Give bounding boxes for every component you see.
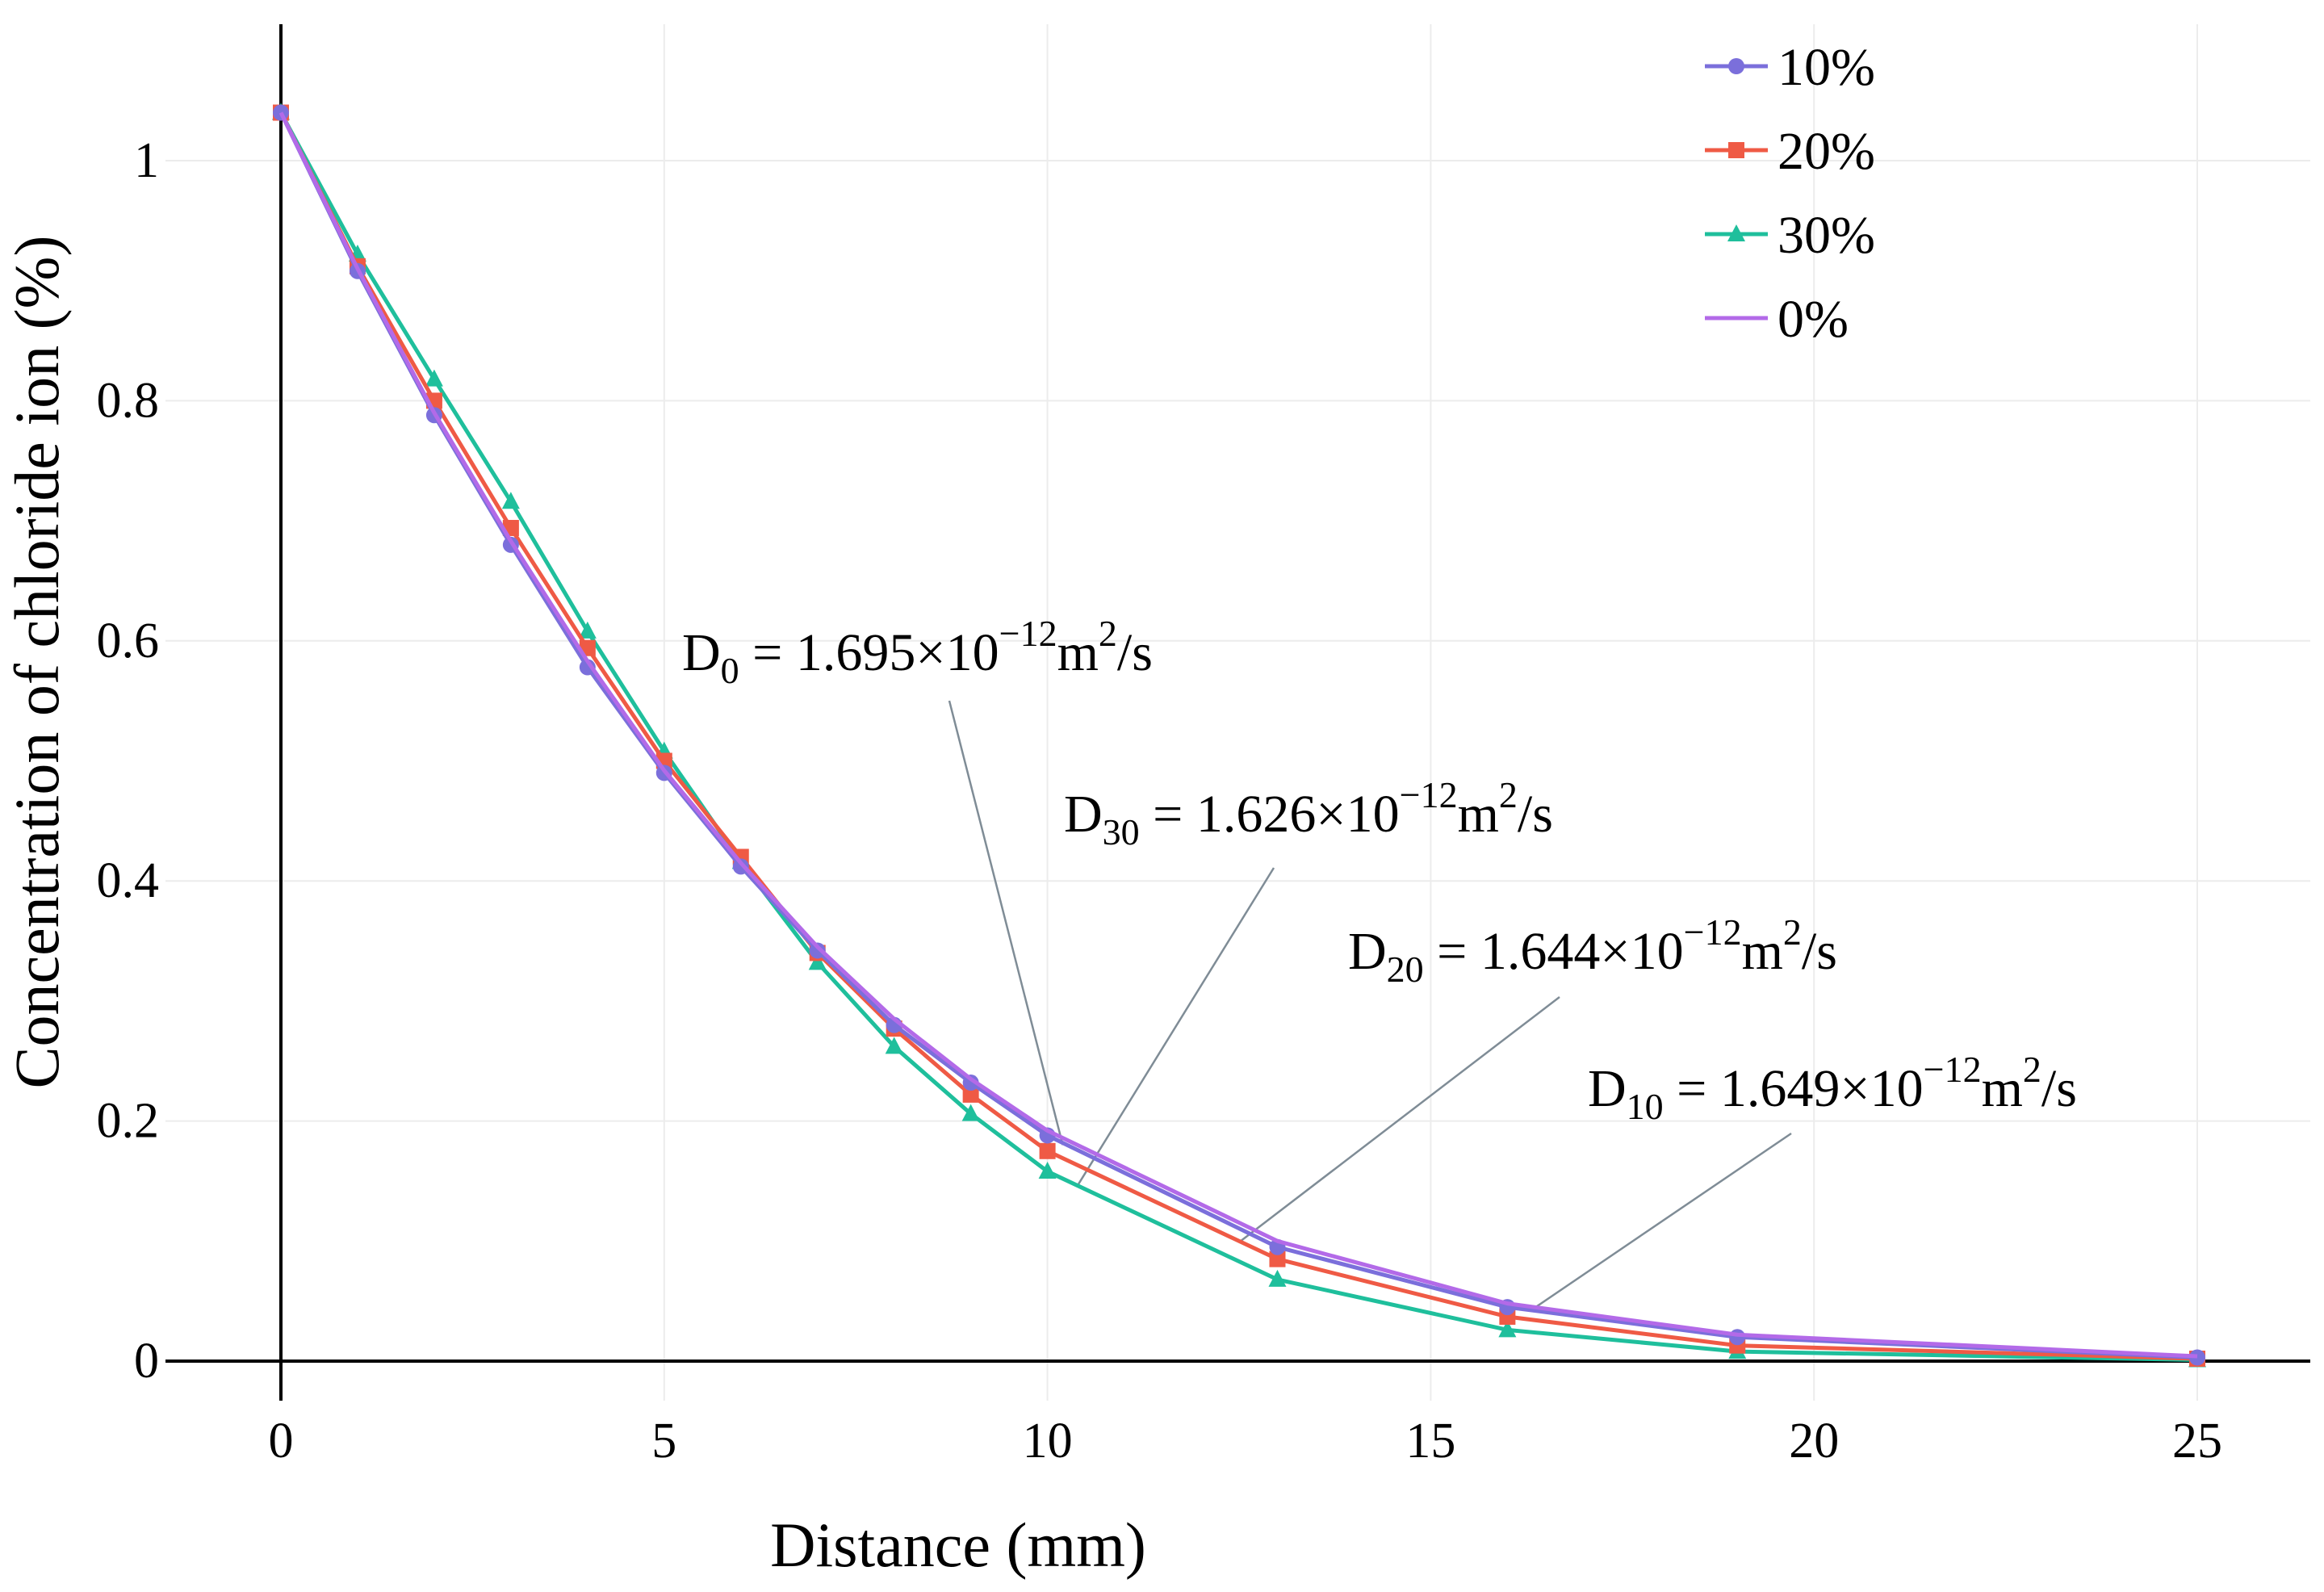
data-point-30pct [501,492,520,509]
y-tick-label: 0.2 [97,1094,160,1149]
data-point-10pct [2189,1349,2205,1366]
tick-labels: 0 5 10 15 20 25 0 0.2 0.4 0.6 0.8 1 [97,133,2223,1468]
series-0pct [278,111,2198,1359]
x-tick-label: 10 [1023,1414,1073,1468]
data-point-10pct [809,942,826,959]
data-point-30pct [425,369,443,387]
legend-marker [1728,58,1744,74]
x-tick-label: 15 [1405,1414,1455,1468]
x-tick-label: 25 [2172,1414,2222,1468]
annotation-leaders [948,700,1792,1312]
series-20pct [273,104,2205,1368]
axes [165,24,2310,1401]
annotation-leader-line [1238,996,1560,1243]
legend[interactable]: 10% 20% 30% 0% [1705,38,1875,349]
data-point-30pct [1268,1269,1287,1287]
data-point-10pct [732,858,749,875]
data-point-30pct [1498,1320,1517,1338]
series-line-30pct [278,111,2198,1363]
legend-marker [1728,142,1744,158]
data-point-30pct [885,1037,903,1054]
series-line-0pct [278,111,2198,1359]
data-point-30pct [578,621,597,639]
y-axis-title: Concentration of chloride ion (%) [2,236,72,1089]
legend-item-30pct[interactable]: 30% [1705,206,1875,265]
data-point-20pct [962,1086,979,1103]
data-point-10pct [1729,1329,1746,1346]
legend-item-10pct[interactable]: 10% [1705,38,1875,97]
x-tick-label: 5 [651,1414,676,1468]
legend-marker [1727,224,1745,241]
annotation-label-D30: D30 = 1.626×10−12m2/s [1064,774,1553,853]
data-point-10pct [962,1075,979,1091]
y-tick-label: 0.8 [97,373,160,428]
series-10pct [273,104,2205,1366]
legend-label: 0% [1778,290,1849,349]
annotations: D0 = 1.695×10−12m2/s D30 = 1.626×10−12m2/… [682,613,2077,1127]
data-point-30pct [961,1104,980,1121]
x-tick-label: 0 [269,1414,294,1468]
annotation-label-D10: D10 = 1.649×10−12m2/s [1588,1049,2077,1127]
series-30pct [272,103,2206,1368]
data-point-20pct [1039,1142,1056,1159]
legend-item-20pct[interactable]: 20% [1705,122,1875,181]
annotation-leader-line [948,700,1064,1146]
legend-label: 10% [1778,38,1875,97]
data-point-10pct [579,659,596,676]
series-line-20pct [278,111,2198,1361]
x-tick-label: 20 [1789,1414,1839,1468]
annotation-leader-line [1530,1132,1792,1312]
legend-label: 20% [1778,122,1875,181]
legend-label: 30% [1778,206,1875,265]
series-line-10pct [278,111,2198,1360]
x-axis-title: Distance (mm) [770,1510,1146,1580]
data-point-30pct [1038,1162,1057,1179]
y-tick-label: 0.6 [97,614,160,668]
y-tick-label: 1 [134,133,159,188]
data-point-30pct [808,953,827,970]
annotation-leader-line [1077,867,1275,1186]
annotation-label-D20: D20 = 1.644×10−12m2/s [1348,911,1837,990]
series [272,103,2206,1368]
grid [165,24,2310,1401]
data-point-20pct [1269,1251,1286,1267]
y-tick-label: 0.4 [97,853,160,908]
y-tick-label: 0 [134,1334,159,1389]
annotation-label-D0: D0 = 1.695×10−12m2/s [682,613,1153,691]
legend-item-0pct[interactable]: 0% [1705,290,1849,349]
